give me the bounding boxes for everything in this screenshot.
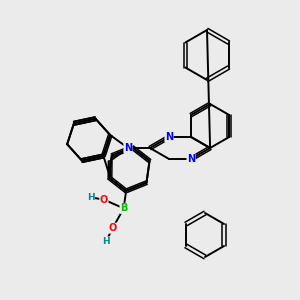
Text: O: O (109, 223, 117, 233)
Text: N: N (165, 132, 173, 142)
Text: N: N (124, 143, 132, 153)
Text: B: B (120, 203, 127, 213)
Text: N: N (187, 154, 195, 164)
Text: H: H (87, 193, 94, 202)
Text: O: O (100, 195, 108, 205)
Text: H: H (102, 237, 110, 246)
